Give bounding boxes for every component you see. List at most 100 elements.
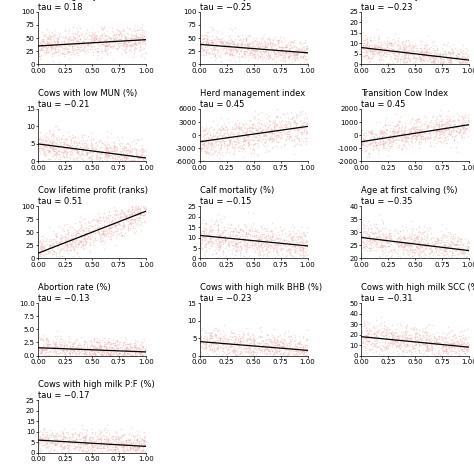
Point [105,453,113,461]
Point [283,352,291,360]
Point [50,142,58,150]
Point [50,241,58,249]
Point [464,338,472,346]
Point [64,246,71,253]
Point [293,54,301,61]
Point [135,349,142,356]
Point [59,438,67,446]
Point [126,358,133,365]
Point [240,137,247,145]
Point [443,356,451,363]
Point [406,354,414,361]
Point [222,331,229,338]
Point [406,50,414,58]
Point [402,137,410,145]
Point [261,47,268,55]
Point [451,233,459,240]
Point [108,440,115,448]
Point [100,146,108,153]
Point [413,329,421,337]
Point [223,262,230,270]
Point [114,213,122,221]
Point [242,47,250,55]
Point [426,49,433,57]
Point [378,227,385,234]
Point [253,127,261,135]
Point [230,47,237,55]
Point [121,333,128,340]
Point [396,63,403,70]
Point [452,132,459,139]
Point [120,430,128,438]
Point [465,61,473,68]
Point [133,26,141,34]
Point [82,236,89,243]
Point [300,46,308,53]
Point [66,150,74,157]
Point [50,247,57,255]
Point [137,36,144,44]
Point [243,39,250,47]
Point [38,435,46,443]
Point [281,130,289,138]
Point [279,342,286,349]
Point [261,49,268,57]
Point [426,237,433,244]
Point [141,32,148,40]
Point [104,45,112,52]
Point [133,344,141,352]
Point [363,142,370,150]
Point [278,342,285,350]
Point [52,142,59,150]
Point [71,438,78,446]
Point [49,57,57,65]
Point [83,430,91,438]
Point [60,40,68,48]
Point [68,49,76,56]
Point [278,344,285,351]
Point [382,338,389,346]
Point [42,152,50,160]
Point [59,33,67,41]
Point [200,142,208,150]
Point [203,36,211,43]
Point [362,43,370,50]
Point [46,440,53,447]
Point [266,343,274,350]
Point [269,239,276,246]
Point [37,246,45,253]
Point [464,104,471,112]
Point [104,436,112,443]
Point [203,43,210,51]
Point [80,351,88,358]
Point [383,41,391,49]
Point [243,48,251,56]
Point [201,342,209,350]
Point [64,145,71,152]
Point [45,244,53,251]
Point [110,350,118,357]
Point [228,140,236,147]
Point [428,131,435,138]
Point [65,132,73,140]
Point [56,436,64,443]
Point [57,252,65,260]
Point [303,46,310,53]
Point [117,357,124,365]
Point [276,44,283,51]
Point [82,448,90,456]
Point [458,123,466,131]
Point [73,146,81,154]
Point [112,343,120,350]
Point [73,155,81,162]
Point [365,332,372,340]
Point [109,346,117,354]
Point [389,125,397,132]
Point [104,37,111,45]
Point [55,32,63,39]
Point [374,337,381,345]
Point [228,145,236,152]
Point [100,444,108,452]
Point [53,36,60,44]
Point [463,341,470,348]
